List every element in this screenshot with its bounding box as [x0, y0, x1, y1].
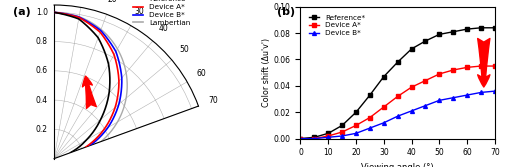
Device A* — [478, 65, 484, 67]
Device A* — [464, 66, 470, 68]
Reference* — [353, 111, 359, 113]
Reference* — [464, 28, 470, 30]
Line: Device A*: Device A* — [298, 64, 497, 141]
Device B* — [436, 99, 442, 101]
Line: Device B*: Device B* — [298, 89, 497, 141]
Reference* — [450, 31, 457, 33]
Device A* — [325, 135, 331, 137]
Reference* — [311, 136, 317, 138]
Legend: Reference*, Device A*, Device B*: Reference*, Device A*, Device B* — [306, 12, 368, 39]
Y-axis label: Color shift (Δu'v'): Color shift (Δu'v') — [262, 38, 271, 107]
Device B* — [325, 136, 331, 138]
Reference* — [297, 138, 304, 140]
Line: Reference*: Reference* — [298, 26, 497, 141]
Reference* — [422, 40, 428, 42]
Device A* — [311, 138, 317, 140]
Device B* — [464, 94, 470, 96]
Device A* — [353, 124, 359, 126]
Device B* — [422, 105, 428, 107]
Reference* — [478, 27, 484, 29]
Device B* — [450, 97, 457, 99]
Device A* — [367, 117, 373, 119]
Device B* — [409, 110, 415, 112]
Device B* — [381, 122, 387, 124]
Device A* — [422, 79, 428, 81]
Device A* — [436, 73, 442, 75]
Device B* — [367, 127, 373, 129]
Reference* — [436, 33, 442, 35]
Reference* — [325, 132, 331, 134]
Text: (a): (a) — [13, 7, 30, 17]
Device B* — [394, 115, 400, 117]
Device A* — [339, 131, 345, 133]
Device A* — [492, 65, 498, 67]
Device B* — [353, 132, 359, 134]
Device B* — [311, 138, 317, 140]
Device B* — [478, 91, 484, 93]
X-axis label: Viewing angle (°): Viewing angle (°) — [362, 163, 434, 167]
Device B* — [297, 138, 304, 140]
Device A* — [381, 106, 387, 108]
Device B* — [339, 135, 345, 137]
Device A* — [394, 95, 400, 97]
Device A* — [297, 138, 304, 140]
Device A* — [450, 69, 457, 71]
Reference* — [409, 48, 415, 50]
Reference* — [367, 94, 373, 96]
Reference* — [381, 76, 387, 78]
Text: (b): (b) — [277, 7, 295, 17]
Legend: Reference*, Device A*, Device B*, Lambertian: Reference*, Device A*, Device B*, Lamber… — [133, 0, 190, 26]
Device B* — [492, 90, 498, 92]
Device A* — [409, 86, 415, 88]
Reference* — [394, 61, 400, 63]
Reference* — [339, 124, 345, 126]
Reference* — [492, 27, 498, 29]
